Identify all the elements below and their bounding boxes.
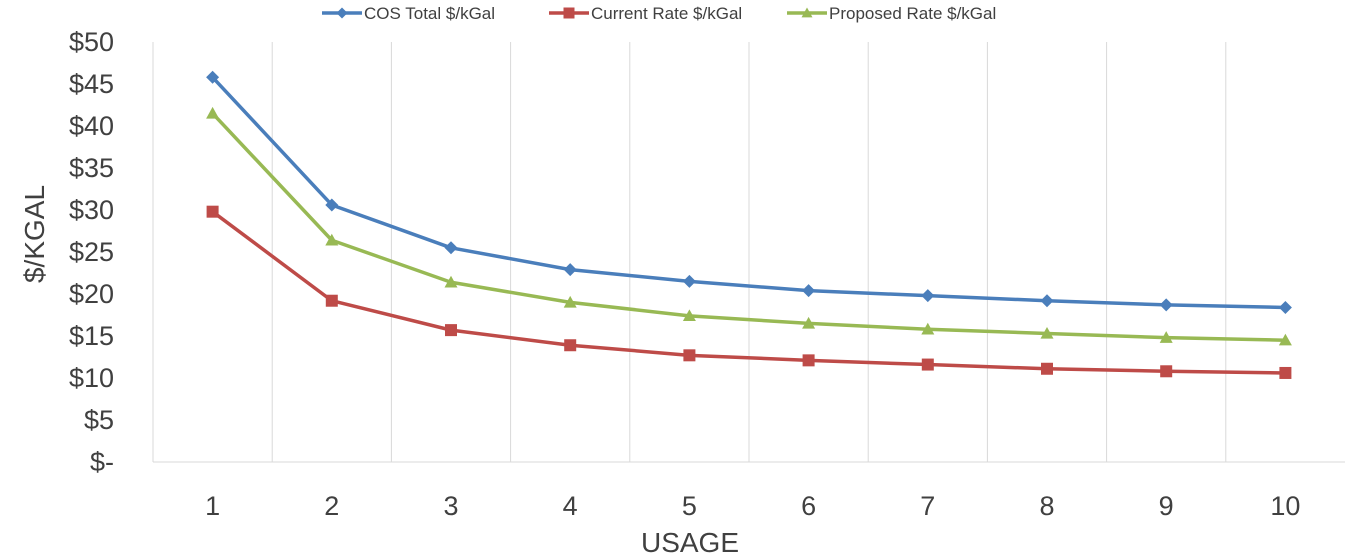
y-tick-label: $20: [69, 279, 114, 309]
x-tick-label: 4: [563, 491, 578, 521]
data-point-diamond: [444, 241, 458, 255]
data-point-triangle: [921, 322, 935, 335]
x-axis-title: USAGE: [641, 527, 739, 558]
x-tick-label: 5: [682, 491, 697, 521]
series-2: [206, 106, 1292, 346]
legend-marker-diamond: [336, 7, 348, 19]
series-1: [206, 205, 1292, 379]
data-point-triangle: [206, 106, 220, 119]
data-point-triangle: [1159, 331, 1173, 343]
data-point-square: [445, 324, 457, 337]
data-point-triangle: [1040, 326, 1054, 339]
y-tick-label: $35: [69, 153, 114, 183]
legend-label: COS Total $/kGal: [364, 4, 495, 23]
data-point-diamond: [206, 70, 220, 84]
data-point-triangle: [325, 233, 339, 246]
series-line: [211, 112, 1286, 342]
axes: [152, 42, 1345, 463]
data-point-diamond: [802, 284, 816, 298]
data-point-triangle: [802, 316, 816, 329]
data-point-diamond: [563, 263, 577, 277]
data-point-diamond: [325, 198, 339, 212]
data-point-square: [683, 349, 696, 362]
data-point-diamond: [682, 274, 696, 288]
legend-item-1: Current Rate $/kGal: [549, 4, 742, 23]
y-tick-label: $10: [69, 363, 114, 393]
series-group: [206, 70, 1292, 379]
data-point-diamond: [921, 289, 935, 303]
data-point-diamond: [1040, 294, 1054, 308]
legend-marker-triangle: [801, 7, 813, 18]
x-tick-label: 9: [1159, 491, 1174, 521]
y-tick-label: $45: [69, 69, 114, 99]
data-point-square: [921, 358, 934, 371]
data-point-triangle: [444, 275, 458, 288]
data-point-triangle: [1278, 333, 1292, 346]
x-tick-label: 7: [920, 491, 935, 521]
y-axis-title: $/KGAL: [19, 185, 50, 283]
legend: COS Total $/kGal Current Rate $/kGal Propo…: [322, 4, 996, 23]
y-tick-label: $15: [69, 321, 114, 351]
x-tick-label: 2: [324, 491, 339, 521]
y-tick-label: $40: [69, 111, 114, 141]
data-point-square: [1279, 366, 1292, 379]
legend-item-2: Proposed Rate $/kGal: [787, 4, 996, 23]
data-point-square: [1160, 365, 1173, 378]
y-tick-label: $-: [90, 447, 114, 477]
data-point-diamond: [1278, 300, 1292, 314]
y-tick-label: $25: [69, 237, 114, 267]
x-tick-labels: 1 2 3 4 5 6 7 8 9 10: [205, 491, 1300, 521]
y-tick-label: $30: [69, 195, 114, 225]
series-0: [206, 70, 1292, 314]
x-tick-label: 3: [443, 491, 458, 521]
x-tick-label: 8: [1039, 491, 1054, 521]
data-point-square: [206, 205, 219, 218]
x-tick-label: 10: [1270, 491, 1300, 521]
legend-label: Proposed Rate $/kGal: [829, 4, 996, 23]
y-tick-label: $50: [69, 27, 114, 57]
data-point-square: [802, 354, 815, 367]
y-tick-label: $5: [84, 405, 114, 435]
series-line: [211, 76, 1286, 310]
x-tick-label: 1: [205, 491, 220, 521]
data-point-triangle: [563, 295, 577, 308]
series-line: [211, 210, 1286, 375]
legend-marker-square: [563, 7, 575, 19]
legend-item-0: COS Total $/kGal: [322, 4, 495, 23]
data-point-triangle: [682, 309, 696, 322]
y-tick-labels: $- $5 $10 $15 $20 $25 $30 $35 $40 $45 $50: [69, 27, 114, 477]
data-point-square: [564, 339, 577, 352]
gridlines: [271, 42, 1227, 462]
legend-label: Current Rate $/kGal: [591, 4, 742, 23]
data-point-square: [325, 294, 338, 307]
x-tick-label: 6: [801, 491, 816, 521]
data-point-square: [1041, 362, 1053, 375]
data-point-diamond: [1159, 298, 1173, 312]
